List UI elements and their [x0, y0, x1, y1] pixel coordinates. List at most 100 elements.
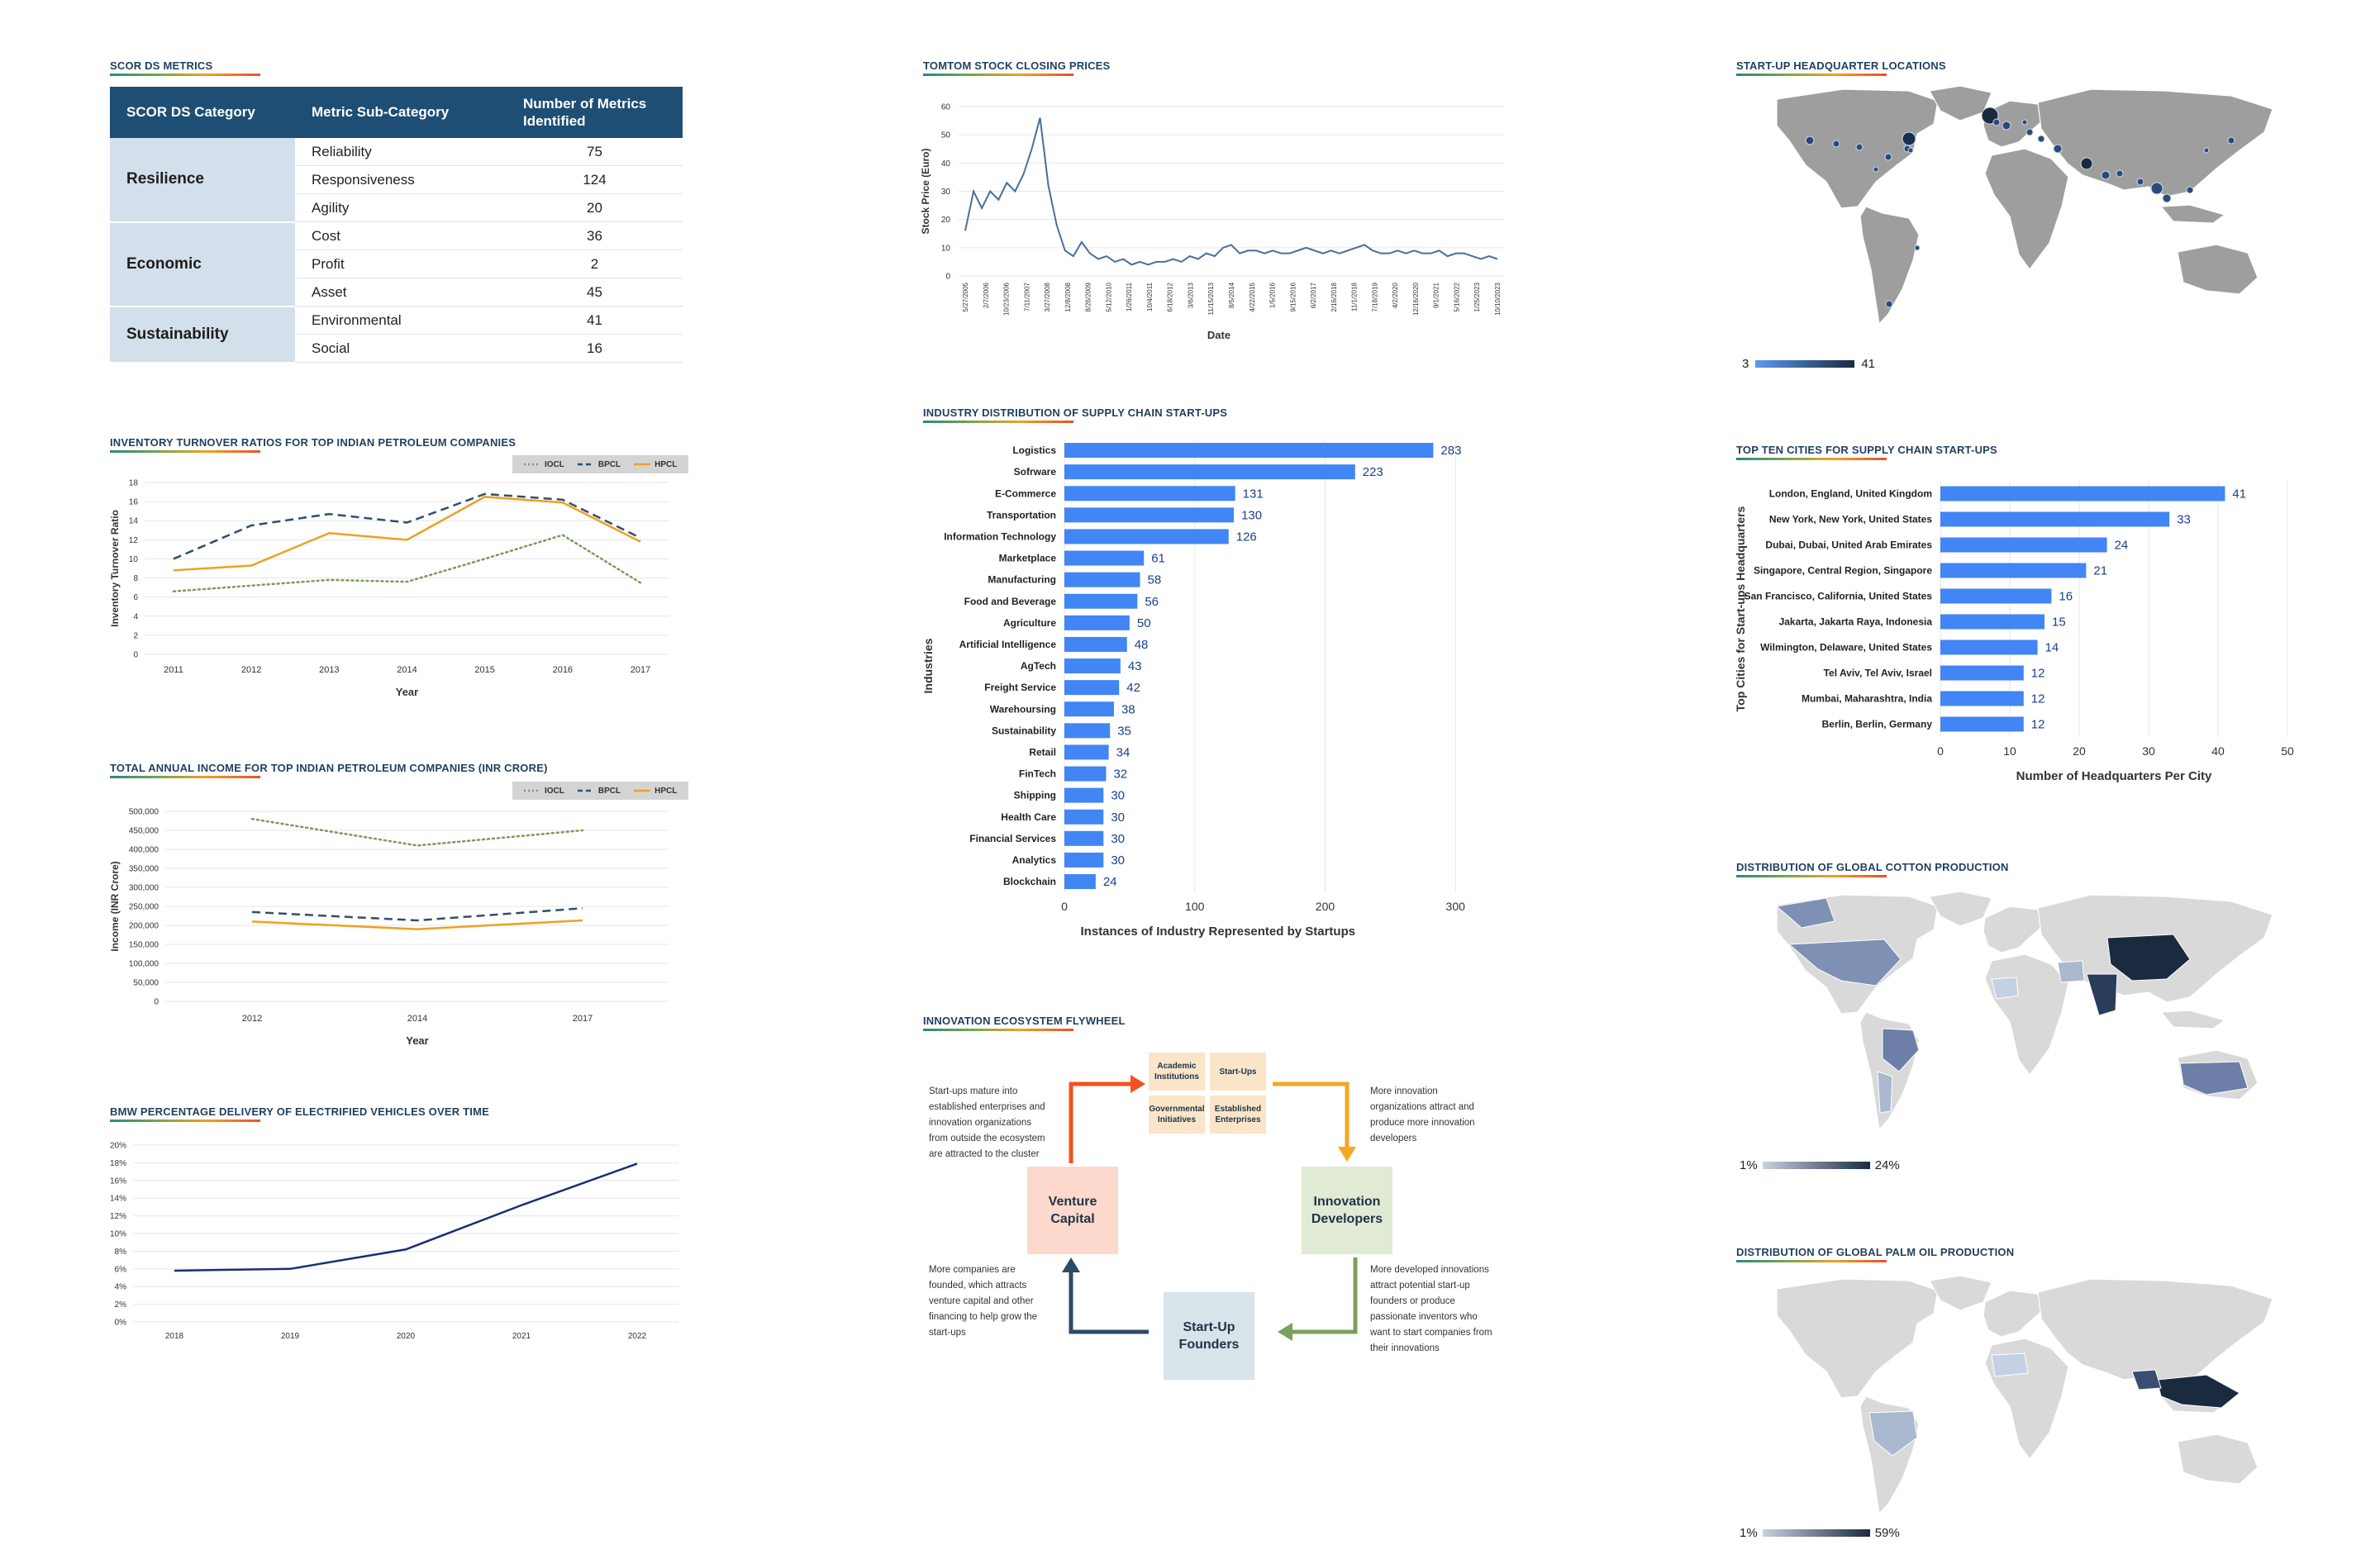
x-tick-label: 200	[1316, 900, 1335, 913]
category-label: AgTech	[1021, 660, 1056, 672]
country-highlight	[1787, 939, 1902, 986]
y-tick-label: 30	[941, 188, 951, 197]
bar	[1064, 486, 1235, 502]
y-axis-label: Stock Price (Euro)	[920, 148, 931, 234]
flywheel-note-top-right: More innovation organizations attract an…	[1370, 1086, 1475, 1143]
income-chart: 0 50,000 100,000 150,000 200,000 250,000 300,0…	[109, 808, 669, 1047]
x-tick-label: 5/27/2005	[962, 282, 969, 311]
series-line-bpcl	[173, 492, 641, 560]
arrow-yellow-head	[1338, 1147, 1356, 1162]
industry-title-underline	[923, 421, 1073, 423]
legend-bpcl-label: BPCL	[597, 786, 621, 796]
y-tick-label: 8%	[115, 1248, 127, 1257]
value-label: 43	[1128, 659, 1142, 673]
x-tick-label: 10/23/2006	[1003, 282, 1011, 316]
value-label: 16	[2059, 590, 2073, 604]
value-label: 41	[2232, 487, 2246, 502]
value-label: 24	[2115, 539, 2129, 553]
x-tick-label: 1/25/2023	[1473, 282, 1481, 311]
series-line-tomtom	[964, 117, 1498, 266]
y-tick-label: 16%	[110, 1177, 126, 1186]
flywheel-startups: Start-Ups	[1210, 1053, 1266, 1091]
country-shape	[1776, 1278, 1939, 1399]
series-line-hpcl	[251, 919, 583, 930]
country-shape	[2159, 204, 2226, 224]
y-tick-label: 60	[941, 103, 951, 112]
city-marker	[2053, 144, 2063, 154]
y-tick-label: 10	[129, 555, 139, 564]
y-tick-label: 450,000	[129, 827, 159, 836]
bar	[1064, 529, 1229, 544]
country-highlight	[1868, 1410, 1918, 1457]
table-subcategory-cell: Reliability	[295, 138, 507, 166]
x-tick-label: 10	[2003, 744, 2016, 758]
x-tick-label: 2012	[242, 1014, 262, 1024]
country-shape	[2037, 88, 2273, 197]
palm-world-map	[1776, 1275, 2273, 1515]
category-label: Logistics	[1012, 444, 1056, 456]
bar	[1064, 572, 1140, 587]
y-tick-label: 2%	[115, 1300, 127, 1310]
category-label: E-Commerce	[995, 487, 1056, 499]
bar	[1064, 636, 1127, 652]
hq-legend: 3 41	[1742, 357, 1875, 371]
country-shape	[1929, 1275, 1992, 1311]
income-title-underline	[110, 776, 260, 778]
income-legend: IOCL BPCL HPCL	[512, 782, 689, 800]
city-marker	[1884, 153, 1892, 161]
country-shape	[2177, 244, 2259, 295]
y-axis-label: Top Cities for Start-ups Headquarters	[1734, 506, 1747, 711]
y-tick-label: 300,000	[129, 884, 159, 893]
category-label: Wilmington, Delaware, United States	[1760, 642, 1932, 654]
x-tick-label: 1/26/2011	[1126, 282, 1133, 311]
flywheel-enterprises: Established Enterprises	[1210, 1096, 1266, 1134]
flywheel-venture-capital: Venture Capital	[1027, 1167, 1118, 1254]
cotton-legend: 1% 24%	[1740, 1158, 1900, 1172]
y-tick-label: 200,000	[129, 922, 159, 931]
y-tick-label: 40	[941, 159, 951, 169]
city-marker	[2150, 182, 2163, 195]
country-highlight	[2131, 1369, 2162, 1390]
series-line-iocl	[172, 534, 642, 592]
category-label: Artificial Intelligence	[959, 639, 1057, 650]
value-label: 32	[1113, 768, 1127, 782]
tomtom-title-underline	[923, 74, 1073, 76]
flywheel-government: Governmental Initiatives	[1149, 1096, 1205, 1134]
x-tick-label: 0	[1061, 900, 1068, 913]
flywheel-academic: Academic Institutions	[1149, 1053, 1205, 1091]
arrow-navy	[1069, 1271, 1149, 1334]
tomtom-chart: 0 10 20 30 40 50 60 5/27/2005 2/7/2006 10/23/2006…	[920, 103, 1504, 341]
category-label: Freight Service	[984, 682, 1056, 693]
x-tick-label: 7/11/2007	[1023, 282, 1031, 311]
flywheel-note-top-left: Start-ups mature into established enterp…	[929, 1086, 1045, 1159]
x-tick-label: 2/7/2006	[983, 282, 990, 308]
cities-chart: 0 10 20 30 40 50 London, England, United Kingd…	[1734, 481, 2294, 783]
inventory-title: INVENTORY TURNOVER RATIOS FOR TOP INDIAN…	[110, 436, 516, 449]
x-tick-label: 9/1/2021	[1433, 282, 1440, 308]
table-subcategory-cell: Profit	[295, 250, 507, 278]
x-axis-label: Year	[406, 1034, 428, 1047]
y-axis-label: Income (INR Crore)	[109, 861, 121, 951]
y-tick-label: 50	[941, 131, 951, 140]
country-shape	[1929, 891, 1992, 927]
category-label: Transportation	[987, 509, 1056, 521]
y-axis-label: Inventory Turnover Ratio	[109, 510, 121, 627]
category-label: Berlin, Berlin, Germany	[1822, 719, 1933, 730]
flywheel-startup-founders: Start-Up Founders	[1164, 1292, 1254, 1380]
table-row: Agility 20	[110, 193, 683, 222]
bar	[1064, 680, 1120, 696]
category-label: Health Care	[1001, 811, 1056, 823]
value-label: 35	[1117, 724, 1131, 738]
palm-legend-gradient	[1762, 1529, 1870, 1537]
y-tick-label: 14	[129, 517, 139, 526]
bar	[1064, 443, 1434, 459]
arrow-orange-head	[1130, 1075, 1145, 1093]
category-label: Singapore, Central Region, Singapore	[1754, 565, 1932, 577]
bar	[1064, 852, 1104, 868]
bar	[1940, 639, 2038, 655]
city-marker	[1902, 131, 1916, 146]
value-label: 42	[1126, 681, 1140, 695]
country-shape	[1984, 148, 2069, 271]
scor-metrics-table: SCOR DS Category Metric Sub-Category Num…	[110, 87, 683, 364]
x-tick-label: 2021	[512, 1332, 531, 1341]
